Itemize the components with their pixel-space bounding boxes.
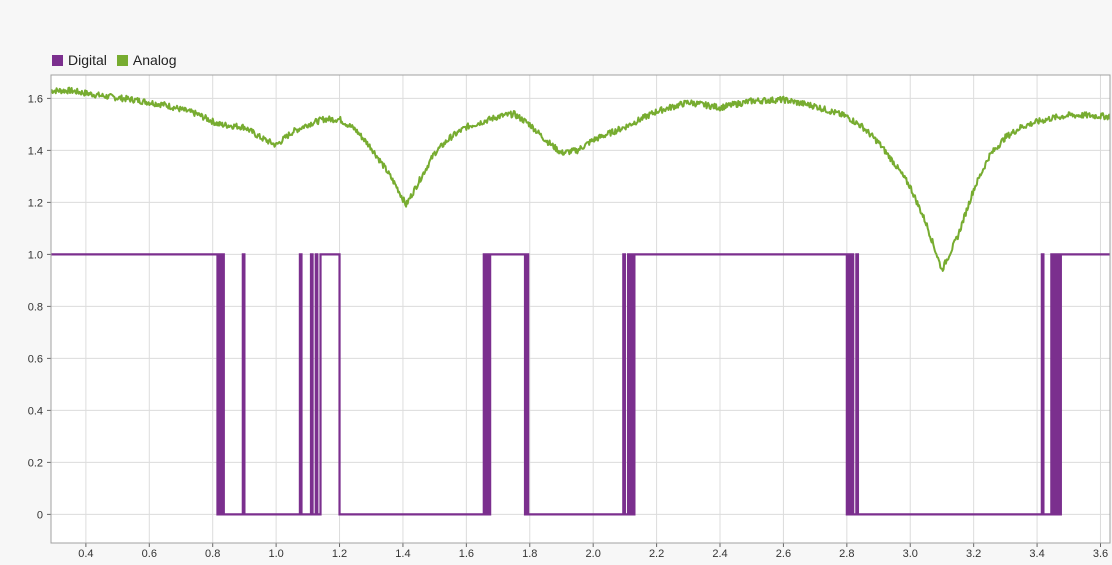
- x-tick-label: 3.4: [1029, 548, 1044, 560]
- x-tick-label: 3.6: [1093, 548, 1108, 560]
- y-tick-label: 0.2: [28, 457, 43, 469]
- x-tick-label: 0.4: [78, 548, 93, 560]
- x-tick-label: 2.6: [776, 548, 791, 560]
- y-tick-label: 0.6: [28, 353, 43, 365]
- x-tick-label: 2.4: [712, 548, 727, 560]
- plot-area: [51, 75, 1110, 543]
- series-group: [51, 86, 1110, 516]
- x-tick-label: 2.8: [839, 548, 854, 560]
- legend-item-digital[interactable]: Digital: [52, 52, 107, 68]
- series-line-digital[interactable]: [51, 253, 1110, 516]
- legend-label-digital: Digital: [68, 52, 107, 68]
- x-tick-label: 3.0: [903, 548, 918, 560]
- x-tick-label: 0.6: [142, 548, 157, 560]
- y-tick-label: 0.8: [28, 301, 43, 313]
- x-tick-label: 2.2: [649, 548, 664, 560]
- x-tick-label: 2.0: [586, 548, 601, 560]
- legend-swatch-analog: [116, 54, 128, 66]
- x-tick-label: 1.2: [332, 548, 347, 560]
- y-tick-label: 0.4: [28, 405, 43, 417]
- x-tick-label: 1.6: [459, 548, 474, 560]
- x-tick-label: 0.8: [205, 548, 220, 560]
- y-tick-label: 1.2: [28, 197, 43, 209]
- legend-item-analog[interactable]: Analog: [116, 52, 177, 68]
- x-tick-label: 1.0: [268, 548, 283, 560]
- y-tick-label: 0: [37, 509, 43, 521]
- series-line-analog[interactable]: [51, 86, 1110, 272]
- x-tick-label: 3.2: [966, 548, 981, 560]
- legend-swatch-digital: [52, 54, 63, 66]
- y-tick-label: 1.6: [28, 93, 43, 105]
- tick-labels: 0.4 0.6 0.8 1.0 1.2 1.4 1.6 1.8 2.0 2.2 2.4 2.6 2.8 3…: [28, 93, 1108, 560]
- x-tick-label: 1.4: [395, 548, 410, 560]
- plot-border: [50, 74, 1111, 544]
- y-tick-label: 1.0: [28, 249, 43, 261]
- legend: Digital Analog: [52, 52, 177, 68]
- y-tick-label: 1.4: [28, 145, 43, 157]
- legend-label-analog: Analog: [132, 52, 177, 68]
- x-tick-label: 1.8: [522, 548, 537, 560]
